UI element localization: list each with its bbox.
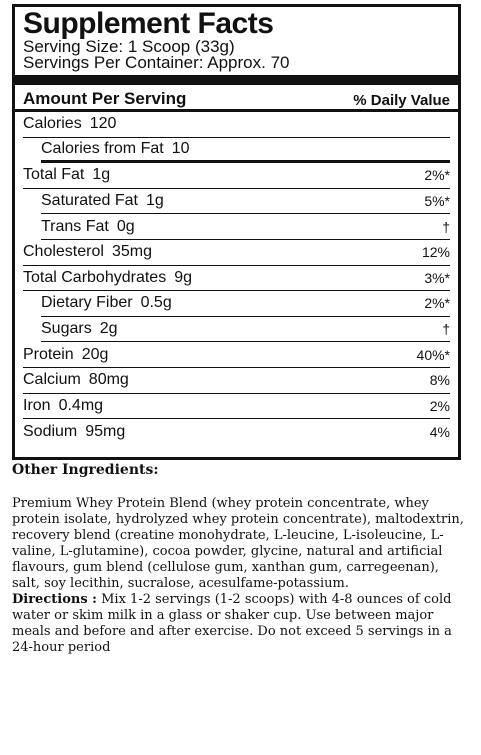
spacer (12, 478, 470, 496)
directions-heading: Directions : (12, 592, 97, 607)
directions-text: Mix 1-2 servings (1-2 scoops) with 4-8 o… (12, 592, 452, 655)
nutrient-amount: 1g (145, 192, 164, 210)
directions-paragraph: Directions : Mix 1-2 servings (1-2 scoop… (12, 592, 470, 656)
nutrient-name: Calories (23, 115, 82, 133)
daily-value: 2% (429, 397, 450, 414)
nutrient-name: Calories from Fat (41, 139, 164, 157)
serving-size: Serving Size: 1 Scoop (33g) (23, 37, 235, 56)
panel-title: Supplement Facts (23, 7, 274, 40)
nutrient-amount: 80mg (88, 371, 129, 389)
nutrient-name: Cholesterol (23, 243, 104, 261)
daily-value-label: % Daily Value (353, 92, 450, 109)
daily-value: 3%* (424, 269, 450, 286)
nutrient-name: Sugars (41, 320, 92, 338)
nutrient-row: Dietary Fiber 0.5g 2%* (41, 291, 450, 317)
daily-value: † (442, 218, 450, 235)
nutrient-row: Total Carbohydrates 9g 3%* (23, 266, 450, 292)
daily-value: 12% (421, 244, 450, 261)
ingredients-section: Other Ingredients: Premium Whey Protein … (12, 462, 470, 656)
nutrient-row: Iron 0.4mg 2% (23, 394, 450, 420)
nutrient-amount: 0g (116, 217, 135, 235)
nutrient-amount: 120 (89, 115, 117, 133)
daily-value: 5%* (424, 193, 450, 210)
nutrient-amount: 35mg (111, 243, 152, 261)
daily-value: 2%* (424, 295, 450, 312)
nutrient-row: Calcium 80mg 8% (23, 368, 450, 394)
nutrient-amount: 95mg (85, 422, 126, 440)
daily-value: 8% (429, 372, 450, 389)
nutrient-name: Sodium (23, 422, 78, 440)
daily-value: 2%* (424, 167, 450, 184)
calories-from-fat-row: Calories from Fat 10 (41, 138, 450, 164)
nutrient-amount: 0.4mg (58, 396, 104, 414)
nutrient-name: Total Fat (23, 166, 85, 184)
daily-value: 4% (429, 423, 450, 440)
nutrient-name: Dietary Fiber (41, 294, 133, 312)
nutrient-row: Cholesterol 35mg 12% (23, 240, 450, 266)
nutrient-name: Iron (23, 396, 51, 414)
thick-divider (15, 75, 458, 85)
daily-value: 40%* (416, 346, 450, 363)
other-ingredients-heading: Other Ingredients: (12, 462, 159, 478)
nutrient-amount: 1g (92, 166, 111, 184)
nutrient-row: Protein 20g 40%* (23, 342, 450, 368)
nutrient-row: Sugars 2g † (41, 317, 450, 343)
servings-per-container: Servings Per Container: Approx. 70 (23, 53, 290, 72)
nutrient-row: Sodium 95mg 4% (23, 419, 450, 445)
nutrient-row: Trans Fat 0g † (41, 214, 450, 240)
amount-header: Amount Per Serving % Daily Value (15, 85, 458, 112)
nutrient-amount: 2g (99, 320, 118, 338)
nutrient-name: Total Carbohydrates (23, 268, 167, 286)
nutrient-amount: 9g (174, 268, 192, 286)
nutrient-amount: 10 (171, 139, 190, 157)
amount-per-serving-label: Amount Per Serving (23, 89, 187, 108)
calories-row: Calories 120 (23, 112, 450, 138)
nutrient-name: Saturated Fat (41, 192, 138, 210)
nutrient-row: Total Fat 1g 2%* (23, 163, 450, 189)
nutrient-name: Trans Fat (41, 217, 109, 235)
nutrient-name: Calcium (23, 371, 81, 389)
nutrient-amount: 20g (81, 345, 109, 363)
other-ingredients-text: Premium Whey Protein Blend (whey protein… (12, 496, 464, 591)
daily-value: † (442, 321, 450, 338)
supplement-facts-panel: Supplement Facts Serving Size: 1 Scoop (… (12, 4, 461, 460)
nutrient-amount: 0.5g (140, 294, 172, 312)
nutrient-name: Protein (23, 345, 74, 363)
nutrient-row: Saturated Fat 1g 5%* (41, 189, 450, 215)
